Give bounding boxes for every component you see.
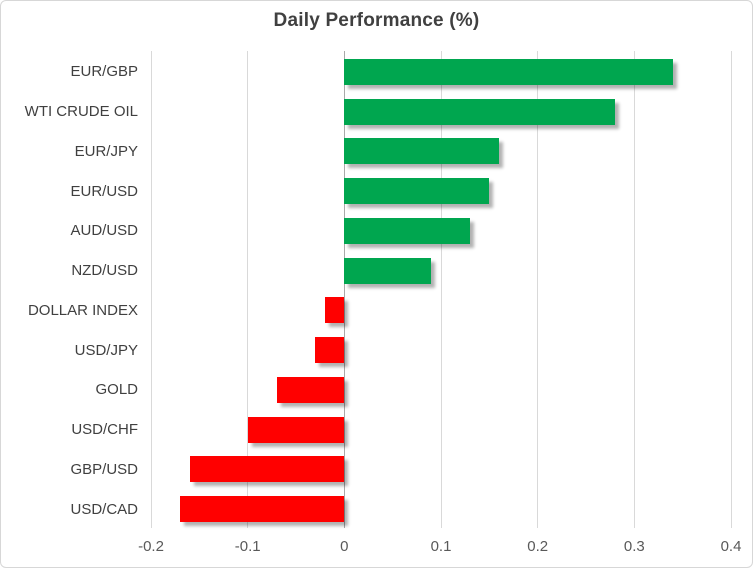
x-tick-label: 0.2: [527, 538, 549, 555]
category-label: EUR/GBP: [70, 63, 138, 81]
gridline: [730, 51, 732, 528]
bar-eur-jpy: [344, 138, 499, 165]
category-label: WTI CRUDE OIL: [24, 103, 138, 121]
category-label: NZD/USD: [71, 262, 138, 280]
category-label: USD/CAD: [70, 500, 138, 518]
bar-usd-chf: [247, 416, 345, 443]
plot-area: [150, 51, 732, 528]
bar-eur-gbp: [344, 58, 673, 85]
category-label: EUR/JPY: [74, 142, 138, 160]
bar-aud-usd: [344, 217, 470, 244]
x-tick-label: 0: [340, 538, 349, 555]
bar-gold: [276, 376, 345, 403]
x-tick-label: 0.1: [430, 538, 452, 555]
bar-usd-jpy: [315, 337, 345, 364]
gridline: [247, 51, 249, 528]
gridline: [150, 51, 152, 528]
category-label: USD/JPY: [74, 341, 138, 359]
category-label: GOLD: [95, 381, 138, 399]
bar-wti-crude-oil: [344, 98, 615, 125]
bar-dollar-index: [325, 297, 345, 324]
category-label: EUR/USD: [70, 182, 138, 200]
x-tick-label: 0.4: [720, 538, 742, 555]
gridline: [537, 51, 539, 528]
category-label: GBP/USD: [70, 460, 138, 478]
gridline: [440, 51, 442, 528]
x-tick-label: -0.1: [234, 538, 261, 555]
category-label: DOLLAR INDEX: [27, 301, 138, 319]
bar-eur-usd: [344, 178, 490, 205]
bar-nzd-usd: [344, 257, 432, 284]
x-tick-label: -0.2: [138, 538, 164, 555]
bar-gbp-usd: [189, 456, 345, 483]
category-axis-labels: EUR/GBP WTI CRUDE OIL EUR/JPY EUR/USD AUD/US…: [1, 51, 138, 528]
category-label: USD/CHF: [71, 421, 138, 439]
x-tick-label: 0.3: [623, 538, 645, 555]
chart-title: Daily Performance (%): [273, 10, 480, 31]
bar-usd-cad: [180, 496, 345, 523]
category-label: AUD/USD: [70, 222, 138, 240]
gridline: [633, 51, 635, 528]
zero-axis-line: [343, 51, 345, 528]
